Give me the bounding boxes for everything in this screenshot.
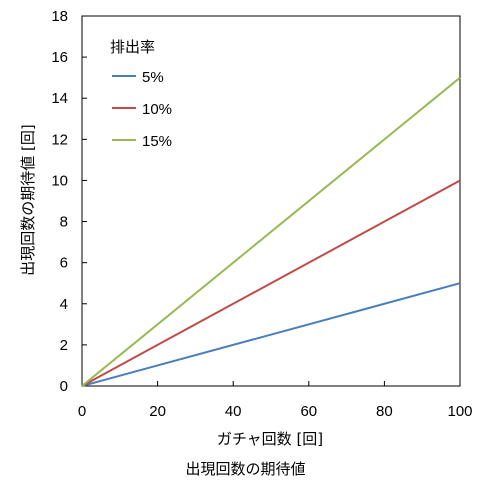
y-tick-label: 6 bbox=[60, 255, 68, 272]
y-tick-label: 14 bbox=[51, 90, 68, 107]
series-lines bbox=[81, 76, 461, 387]
x-axis-ticks: 0 20 40 60 80 100 bbox=[78, 381, 473, 420]
x-tick-label: 100 bbox=[447, 403, 472, 420]
y-tick-label: 8 bbox=[60, 214, 68, 231]
legend-label: 15% bbox=[142, 133, 172, 150]
series-line-5pct bbox=[81, 282, 461, 387]
y-tick-label: 4 bbox=[60, 296, 68, 313]
series-line-10pct bbox=[81, 179, 461, 387]
x-tick-label: 20 bbox=[149, 403, 166, 420]
y-tick-label: 12 bbox=[51, 131, 68, 148]
x-tick-label: 0 bbox=[78, 403, 86, 420]
x-tick-label: 80 bbox=[376, 403, 393, 420]
plot-frame bbox=[81, 15, 461, 387]
x-axis-label: ガチャ回数 [回] bbox=[217, 430, 323, 448]
legend: 排出率 5% 10% 15% bbox=[110, 38, 172, 150]
axes bbox=[81, 15, 461, 387]
y-tick-label: 2 bbox=[60, 337, 68, 354]
y-tick-label: 0 bbox=[60, 378, 68, 395]
y-axis-ticks: 0 2 4 6 8 10 12 14 16 18 bbox=[51, 8, 87, 395]
y-tick-label: 16 bbox=[51, 49, 68, 66]
legend-label: 5% bbox=[142, 69, 164, 86]
y-axis-label: 出現回数の期待値 [回] bbox=[19, 124, 37, 275]
y-tick-label: 18 bbox=[51, 8, 68, 25]
x-tick-label: 60 bbox=[300, 403, 317, 420]
chart-title: 出現回数の期待値 bbox=[185, 460, 306, 478]
legend-label: 10% bbox=[142, 101, 172, 118]
legend-title: 排出率 bbox=[110, 38, 155, 56]
series-line-15pct bbox=[81, 76, 461, 387]
x-tick-label: 40 bbox=[225, 403, 242, 420]
y-tick-label: 10 bbox=[51, 172, 68, 189]
